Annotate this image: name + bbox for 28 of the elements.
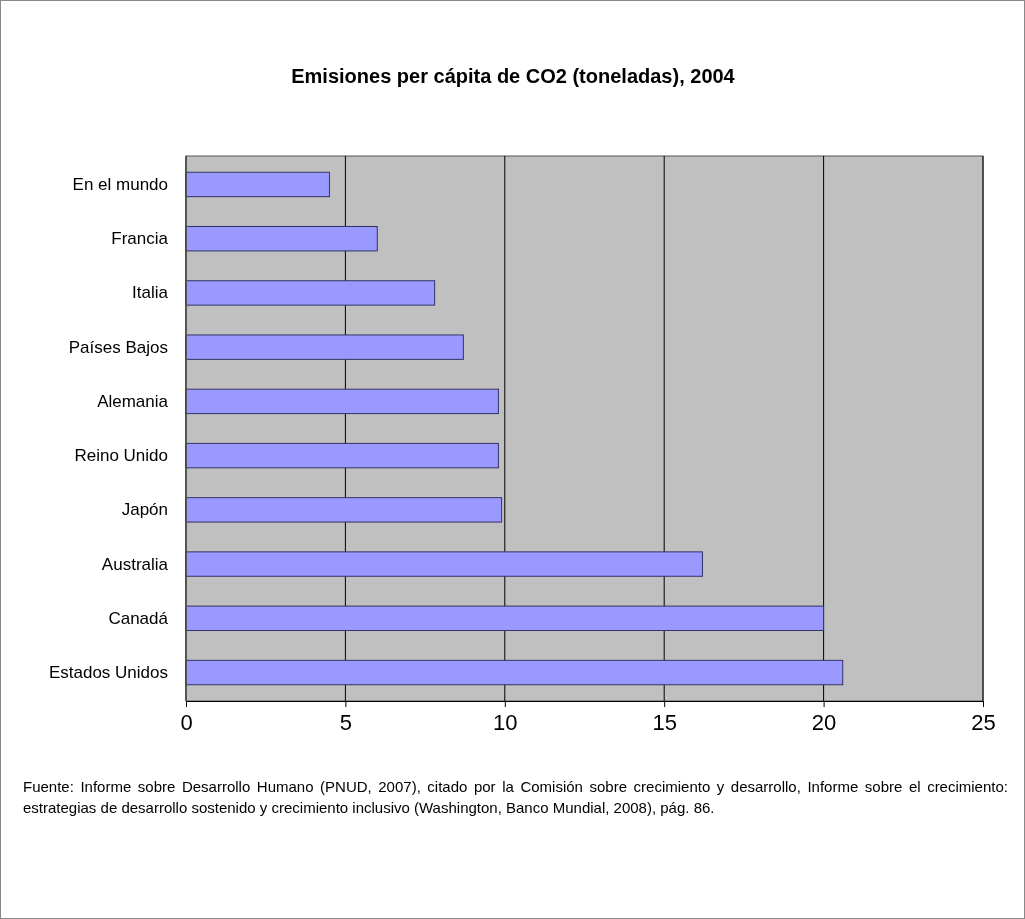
y-tick-label: Alemania	[97, 391, 169, 411]
source-note: Fuente: Informe sobre Desarrollo Humano (PNUD, 2007), citado por la Comisión sobre crecimiento y desarrollo, Informe sobre el crecimiento: estrategias de desarrollo sostenido y crecimiento inclusivo (Washington, Banco Mundial, 2008), pág. 86.	[23, 777, 1008, 818]
bar	[185, 497, 503, 523]
bar	[185, 388, 499, 415]
y-tick-label: Estados Unidos	[48, 662, 168, 682]
y-tick-label: Francia	[111, 229, 169, 249]
x-tick-label: 5	[339, 709, 353, 735]
x-tick-label: 20	[811, 709, 837, 735]
bar	[185, 605, 825, 631]
y-tick-label: Países Bajos	[68, 337, 168, 357]
bar	[185, 659, 844, 686]
y-tick-label: Japón	[121, 500, 168, 520]
y-tick-label: Canadá	[108, 608, 169, 628]
bar	[185, 226, 378, 252]
y-tick-label: En el mundo	[72, 174, 168, 194]
bar	[185, 334, 464, 360]
y-tick-label: Italia	[132, 283, 169, 303]
x-tick-label: 0	[180, 709, 193, 735]
y-tick-label: Australia	[101, 554, 169, 574]
x-tick-label: 10	[493, 709, 518, 735]
bar	[185, 442, 499, 469]
y-tick-label: Reino Unido	[74, 446, 168, 466]
bar	[185, 171, 330, 198]
x-tick-label: 25	[971, 709, 996, 735]
bar	[185, 551, 703, 577]
x-tick-label: 15	[652, 709, 677, 735]
bar	[185, 280, 436, 306]
chart-title: Emisiones per cápita de CO2 (toneladas), 2004	[291, 65, 736, 87]
